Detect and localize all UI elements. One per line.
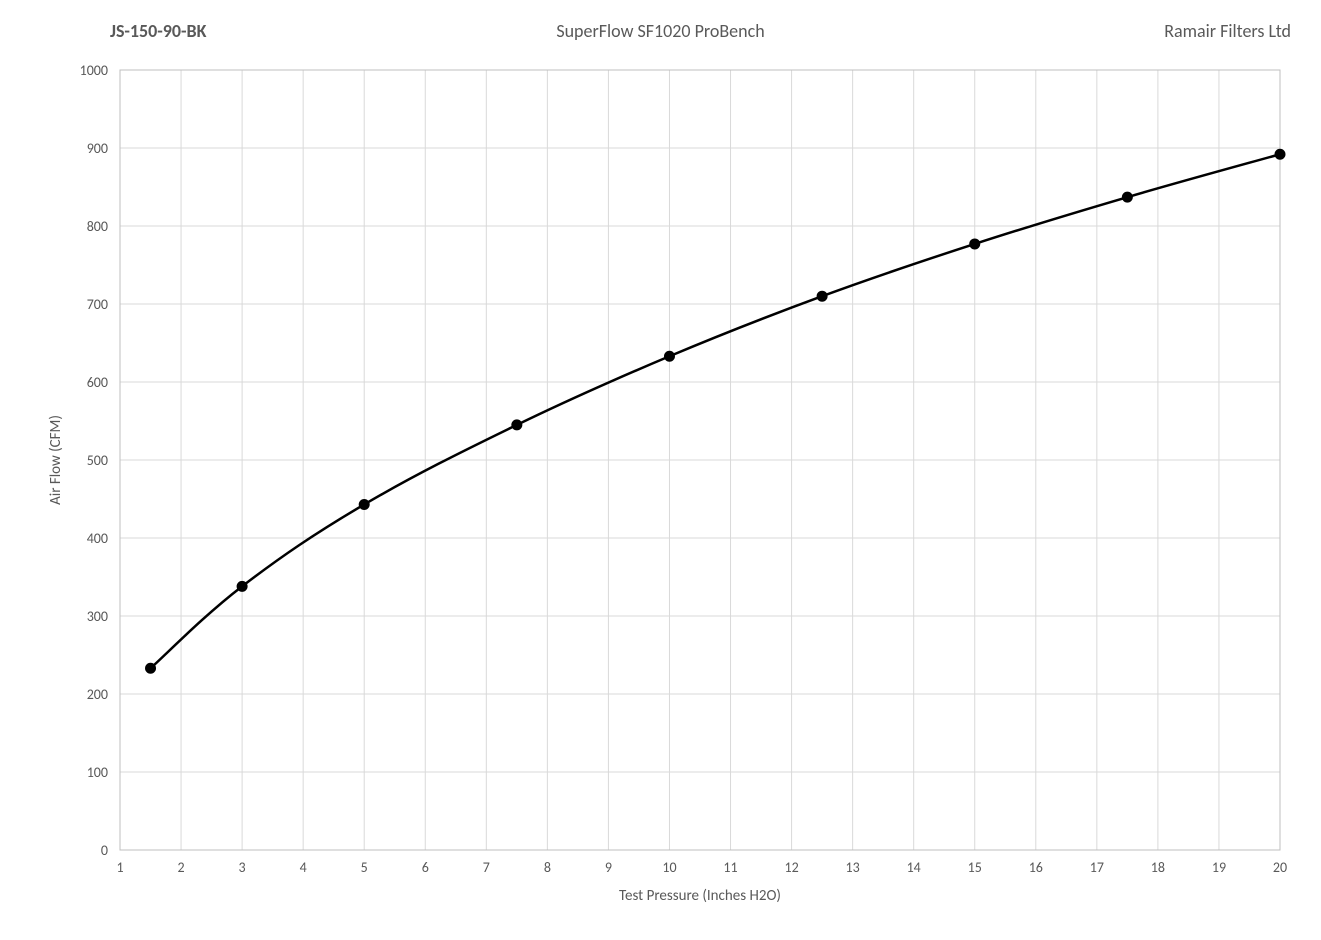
x-tick-label: 3 [239, 859, 246, 876]
x-tick-label: 20 [1273, 859, 1287, 876]
y-tick-label: 0 [101, 842, 108, 859]
y-tick-label: 800 [87, 218, 108, 235]
x-tick-label: 5 [361, 859, 368, 876]
y-tick-label: 200 [87, 686, 108, 703]
chart-header: JS-150-90-BK SuperFlow SF1020 ProBench R… [0, 20, 1321, 60]
x-tick-label: 17 [1090, 859, 1104, 876]
chart-area: 1234567891011121314151617181920010020030… [0, 55, 1321, 925]
data-marker [237, 581, 247, 591]
y-tick-label: 100 [87, 764, 108, 781]
x-tick-label: 10 [662, 859, 676, 876]
x-tick-label: 19 [1212, 859, 1226, 876]
data-marker [512, 420, 522, 430]
y-tick-label: 600 [87, 374, 108, 391]
y-tick-label: 400 [87, 530, 108, 547]
x-tick-label: 18 [1151, 859, 1165, 876]
x-tick-label: 9 [605, 859, 612, 876]
x-tick-label: 13 [846, 859, 860, 876]
x-tick-label: 4 [300, 859, 307, 876]
y-tick-label: 700 [87, 296, 108, 313]
header-right-title: Ramair Filters Ltd [1164, 20, 1291, 42]
x-tick-label: 7 [483, 859, 490, 876]
data-marker [359, 499, 369, 509]
x-tick-label: 14 [907, 859, 921, 876]
y-tick-label: 900 [87, 140, 108, 157]
x-tick-label: 6 [422, 859, 429, 876]
chart-document: JS-150-90-BK SuperFlow SF1020 ProBench R… [0, 0, 1321, 940]
x-tick-label: 1 [116, 859, 123, 876]
data-marker [1275, 149, 1285, 159]
y-axis-label: Air Flow (CFM) [47, 415, 65, 505]
x-tick-label: 11 [723, 859, 737, 876]
x-tick-label: 2 [177, 859, 184, 876]
data-marker [817, 291, 827, 301]
y-tick-label: 1000 [80, 62, 108, 79]
data-marker [664, 351, 674, 361]
data-marker [146, 663, 156, 673]
x-axis-label: Test Pressure (Inches H2O) [619, 887, 781, 905]
line-chart: 1234567891011121314151617181920010020030… [0, 55, 1321, 925]
header-center-title: SuperFlow SF1020 ProBench [0, 20, 1321, 42]
x-tick-label: 8 [544, 859, 551, 876]
y-tick-label: 500 [87, 452, 108, 469]
x-tick-label: 16 [1029, 859, 1043, 876]
data-marker [1122, 192, 1132, 202]
x-tick-label: 15 [968, 859, 982, 876]
y-tick-label: 300 [87, 608, 108, 625]
x-tick-label: 12 [784, 859, 798, 876]
data-marker [970, 239, 980, 249]
